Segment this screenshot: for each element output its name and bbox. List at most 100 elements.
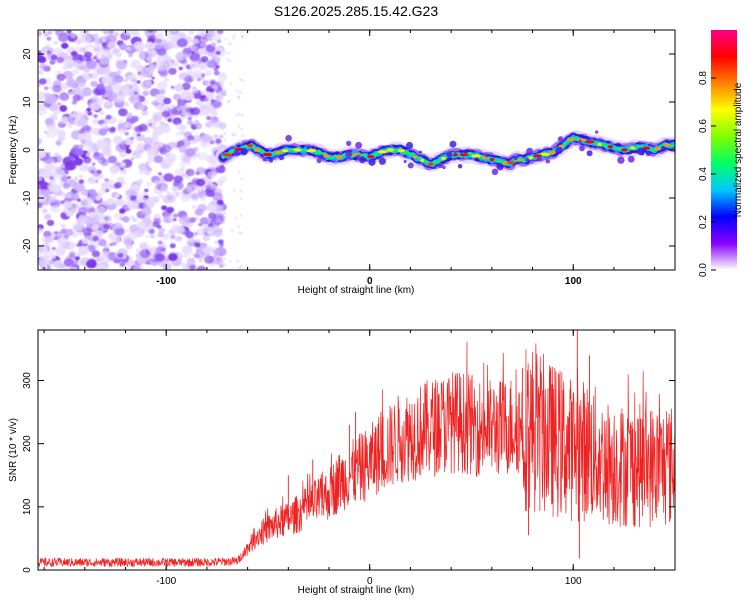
ridge-blob — [579, 145, 585, 152]
noise-speck — [196, 228, 206, 236]
noise-speck — [66, 78, 77, 88]
noise-speck — [93, 114, 98, 118]
noise-speck — [130, 215, 135, 220]
noise-speck — [118, 128, 126, 134]
noise-speck — [118, 90, 123, 94]
ridge-blob — [446, 151, 453, 158]
noise-speck — [107, 155, 118, 164]
colorbar-tick-label: 0.2 — [698, 215, 709, 229]
noise-speck — [49, 60, 56, 65]
noise-speck — [223, 138, 226, 142]
noise-speck — [200, 56, 209, 63]
noise-speck — [142, 90, 150, 97]
ridge-hotspot — [335, 155, 343, 159]
noise-speck — [119, 208, 126, 214]
noise-speck — [111, 97, 117, 102]
ridge-blob — [617, 156, 625, 164]
snr-frame — [37, 329, 676, 571]
noise-speck — [122, 236, 133, 246]
noise-speck — [145, 66, 155, 74]
noise-speck — [195, 171, 200, 176]
noise-speck — [153, 155, 164, 164]
noise-speck — [72, 87, 83, 96]
noise-speck — [124, 131, 129, 136]
noise-speck — [138, 163, 149, 172]
noise-speck — [70, 207, 77, 213]
noise-speck — [176, 227, 180, 231]
noise-speck — [128, 53, 133, 58]
noise-speck — [38, 194, 46, 203]
noise-speck — [113, 228, 118, 232]
noise-speck — [90, 102, 101, 111]
noise-speck — [231, 229, 234, 232]
noise-speck — [124, 228, 130, 233]
noise-speck — [72, 68, 80, 75]
noise-speck — [207, 171, 217, 179]
ridge-hotspot — [292, 148, 302, 152]
noise-speck — [146, 182, 152, 187]
noise-speck — [74, 176, 79, 181]
ridge-blob — [345, 150, 353, 158]
noise-speck — [38, 140, 41, 144]
noise-speck — [117, 234, 122, 239]
noise-speck — [206, 59, 217, 69]
noise-speck — [213, 70, 220, 76]
noise-speck — [175, 53, 184, 61]
noise-speck — [145, 147, 156, 156]
noise-speck — [135, 128, 141, 133]
noise-speck — [215, 90, 220, 94]
ridge-blob — [418, 150, 422, 154]
x-tick-label: 100 — [565, 276, 582, 287]
noise-speck — [174, 84, 184, 92]
ridge-blob — [278, 154, 285, 161]
noise-speck — [210, 53, 216, 58]
noise-speck — [116, 70, 122, 75]
noise-speck — [149, 234, 156, 239]
noise-speck — [56, 156, 64, 162]
noise-speck — [203, 245, 214, 254]
noise-speck — [154, 197, 159, 201]
noise-speck — [156, 104, 164, 111]
figure-title: S126.2025.285.15.42.G23 — [274, 3, 438, 19]
noise-speck — [114, 75, 124, 83]
noise-speck — [185, 231, 194, 239]
noise-speck — [103, 68, 112, 76]
noise-speck — [158, 125, 164, 130]
noise-speck — [213, 161, 221, 168]
noise-speck — [106, 251, 118, 261]
noise-speck — [52, 84, 62, 93]
y-tick-label: 200 — [22, 435, 33, 452]
noise-speck — [96, 215, 105, 222]
noise-speck — [180, 193, 192, 203]
noise-speck — [77, 134, 84, 140]
noise-speck — [241, 134, 244, 137]
noise-speck — [121, 257, 129, 264]
x-tick-label: 0 — [367, 276, 373, 287]
noise-speck — [88, 212, 96, 218]
colorbar-ticks: 0.0 0.2 0.4 0.6 0.8 — [698, 71, 716, 277]
noise-speck — [39, 98, 43, 102]
noise-speck — [86, 259, 97, 269]
noise-speck — [105, 34, 117, 44]
noise-speck — [241, 35, 244, 39]
noise-speck — [147, 34, 157, 42]
noise-speck — [138, 123, 148, 132]
ridge-hotspot — [653, 147, 661, 151]
noise-speck — [222, 162, 225, 166]
noise-speck — [106, 197, 115, 206]
ridge-blob — [442, 165, 446, 170]
noise-speck — [87, 166, 97, 174]
noise-speck — [48, 259, 55, 265]
y-tick-label: -10 — [22, 190, 33, 205]
noise-speck — [77, 216, 87, 224]
noise-speck — [67, 175, 71, 180]
noise-speck — [101, 250, 109, 257]
noise-speck — [100, 54, 106, 59]
ridge-blob — [645, 150, 652, 156]
ridge-hotspot — [386, 148, 395, 152]
noise-speck — [179, 124, 187, 131]
ridge-blob — [407, 162, 414, 169]
noise-speck — [232, 134, 235, 137]
noise-speck — [188, 72, 192, 76]
